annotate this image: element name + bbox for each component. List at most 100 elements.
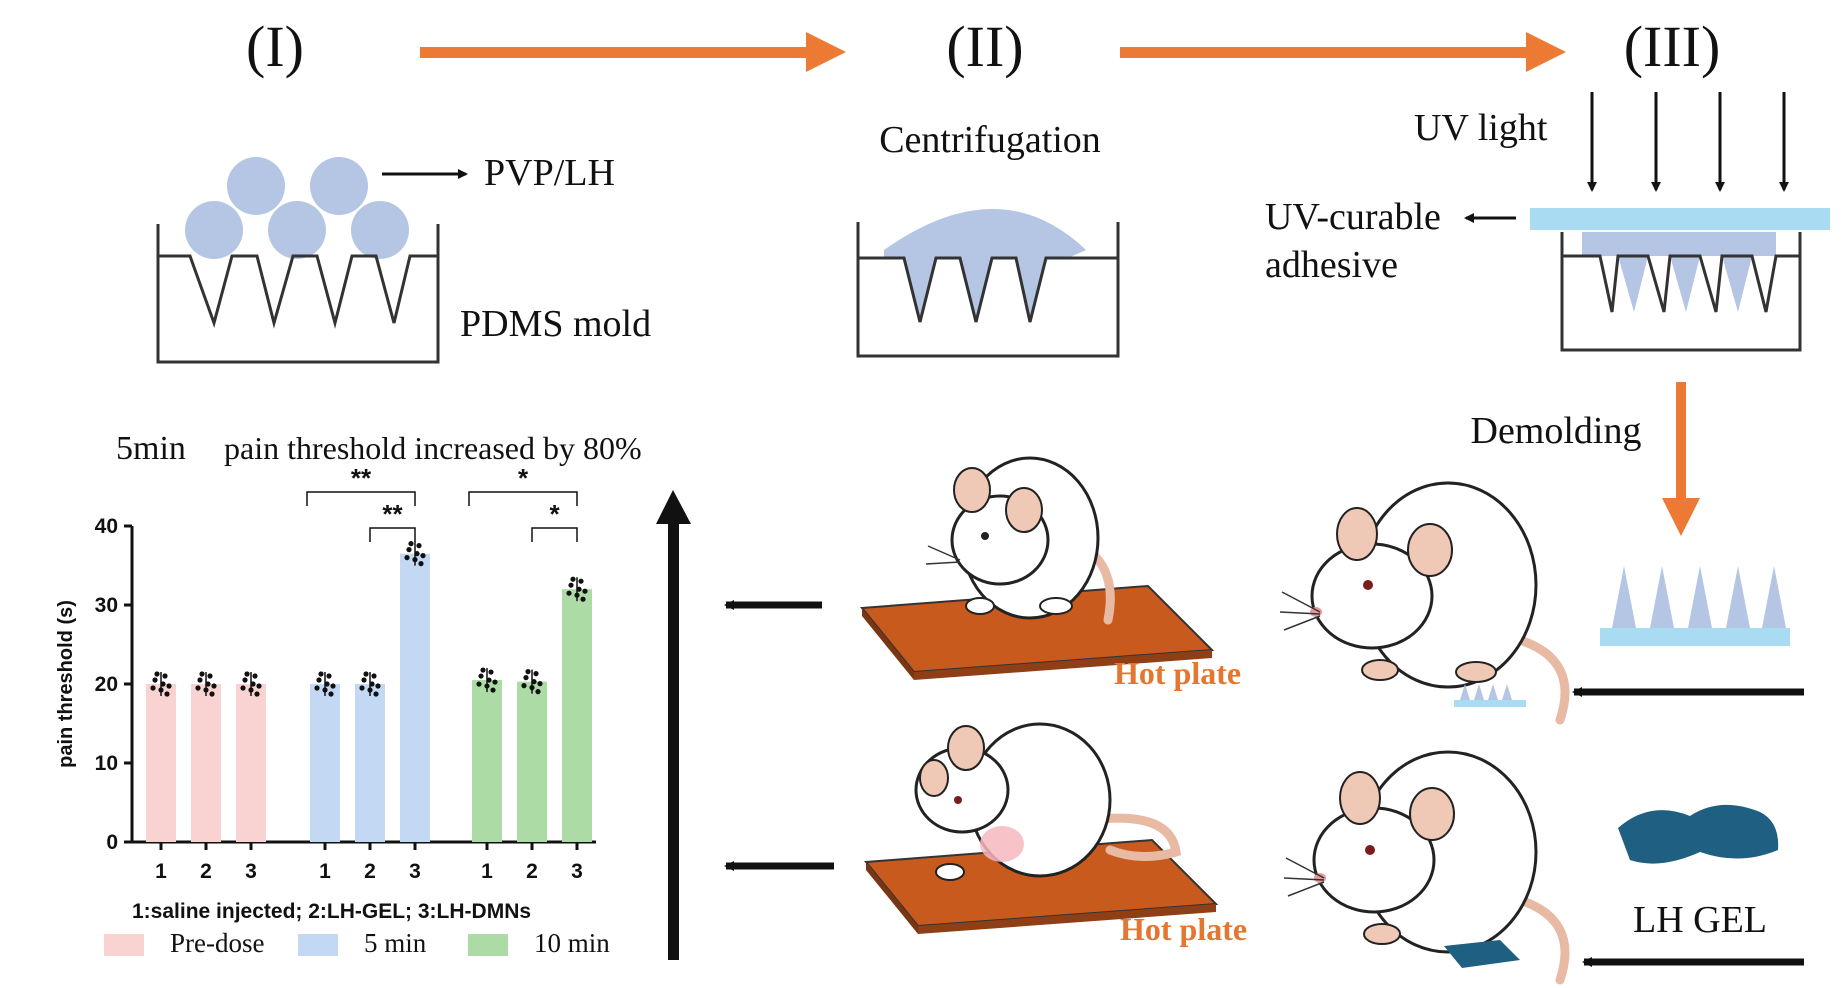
data-point bbox=[164, 691, 170, 697]
uv-light-arrows bbox=[1587, 92, 1789, 192]
data-point bbox=[256, 683, 262, 689]
arrow-step2-to-step3 bbox=[1120, 32, 1566, 72]
hot-plate-label-top: Hot plate bbox=[1114, 655, 1241, 691]
pdms-mold-step2 bbox=[856, 209, 1120, 358]
data-point bbox=[580, 596, 586, 602]
significance-bracket bbox=[369, 527, 416, 542]
legend-swatch bbox=[104, 934, 144, 956]
data-point bbox=[314, 685, 320, 691]
data-point bbox=[316, 677, 322, 683]
data-point bbox=[375, 683, 381, 689]
data-point bbox=[492, 679, 498, 685]
chart-caption: 1:saline injected; 2:LH-GEL; 3:LH-DMNs bbox=[132, 900, 531, 923]
lh-gel-sheet bbox=[1618, 804, 1779, 864]
data-point bbox=[566, 590, 572, 596]
bar bbox=[562, 589, 592, 842]
bar bbox=[472, 680, 502, 842]
y-tick-label: 30 bbox=[95, 594, 118, 617]
data-point bbox=[328, 691, 334, 697]
hot-plate-top bbox=[860, 584, 1215, 680]
data-point bbox=[363, 671, 369, 677]
significance-label: ** bbox=[351, 463, 372, 493]
data-point bbox=[490, 687, 496, 693]
data-point bbox=[478, 673, 484, 679]
significance-label: ** bbox=[382, 499, 403, 529]
rat-with-gel bbox=[1283, 750, 1570, 985]
data-point bbox=[152, 677, 158, 683]
data-point bbox=[408, 541, 414, 547]
data-point bbox=[154, 671, 160, 677]
demolding-label: Demolding bbox=[1471, 410, 1642, 452]
data-point bbox=[416, 543, 422, 549]
x-tick-label: 2 bbox=[364, 860, 376, 883]
data-point bbox=[359, 685, 365, 691]
data-point bbox=[418, 561, 424, 567]
significance-bracket bbox=[306, 491, 416, 506]
centrifugation-label: Centrifugation bbox=[879, 119, 1101, 161]
data-point bbox=[207, 673, 213, 679]
rat-on-hot-plate-top bbox=[925, 456, 1115, 625]
small-patch-under-paw bbox=[1454, 684, 1526, 707]
step-1-label: (I) bbox=[246, 14, 304, 79]
x-tick-label: 2 bbox=[200, 860, 212, 883]
data-point bbox=[254, 691, 260, 697]
data-point bbox=[521, 683, 527, 689]
x-tick-label: 1 bbox=[481, 860, 493, 883]
x-tick-label: 3 bbox=[409, 860, 421, 883]
data-point bbox=[326, 673, 332, 679]
x-tick-label: 2 bbox=[526, 860, 538, 883]
headline-text: pain threshold increased by 80% bbox=[224, 430, 642, 466]
hot-plate-bottom bbox=[864, 838, 1219, 934]
bar bbox=[146, 684, 176, 842]
y-axis-label: pain threshold (s) bbox=[55, 600, 77, 768]
step-2-label: (II) bbox=[946, 14, 1023, 79]
pvp-lh-particles bbox=[185, 157, 409, 259]
data-point bbox=[373, 691, 379, 697]
significance-bracket bbox=[531, 527, 578, 542]
data-point bbox=[570, 576, 576, 582]
data-point bbox=[242, 677, 248, 683]
increase-arrow bbox=[656, 490, 691, 960]
x-tick-label: 1 bbox=[155, 860, 167, 883]
uv-curable-label: UV-curable bbox=[1265, 196, 1441, 238]
data-point bbox=[240, 685, 246, 691]
data-point bbox=[371, 673, 377, 679]
pvp-lh-label: PVP/LH bbox=[484, 152, 615, 194]
chart-bars bbox=[146, 553, 592, 842]
data-point bbox=[244, 671, 250, 677]
data-point bbox=[406, 547, 412, 553]
chart-labels: 0 10 20 30 40 pain threshold (s) 1 2 3 1 2 3 1 2 3 bbox=[55, 515, 583, 883]
bar bbox=[310, 684, 340, 842]
pdms-mold-step1 bbox=[156, 224, 440, 364]
data-point bbox=[199, 671, 205, 677]
data-point bbox=[533, 671, 539, 677]
chart-points bbox=[150, 541, 588, 697]
step-3-label: (III) bbox=[1624, 14, 1721, 79]
data-point bbox=[488, 669, 494, 675]
legend-label: Pre-dose bbox=[170, 928, 264, 958]
data-point bbox=[211, 683, 217, 689]
data-point bbox=[209, 691, 215, 697]
legend-swatch bbox=[468, 934, 508, 956]
y-tick-label: 40 bbox=[95, 515, 118, 538]
y-tick-label: 10 bbox=[95, 752, 118, 775]
y-tick-label: 20 bbox=[95, 673, 118, 696]
data-point bbox=[252, 673, 258, 679]
bar bbox=[236, 684, 266, 842]
data-point bbox=[166, 683, 172, 689]
data-point bbox=[420, 553, 426, 559]
significance-label: * bbox=[518, 463, 529, 493]
legend-label: 5 min bbox=[364, 928, 427, 958]
y-tick-label: 0 bbox=[106, 831, 118, 854]
bar bbox=[400, 553, 430, 842]
rat-with-microneedle bbox=[1279, 481, 1570, 725]
data-point bbox=[318, 671, 324, 677]
data-point bbox=[404, 555, 410, 561]
data-point bbox=[535, 689, 541, 695]
demolding-arrow bbox=[1662, 382, 1700, 536]
microneedle-patch bbox=[1600, 566, 1790, 646]
data-point bbox=[150, 685, 156, 691]
data-point bbox=[476, 681, 482, 687]
lh-gel-label: LH GEL bbox=[1633, 899, 1767, 941]
